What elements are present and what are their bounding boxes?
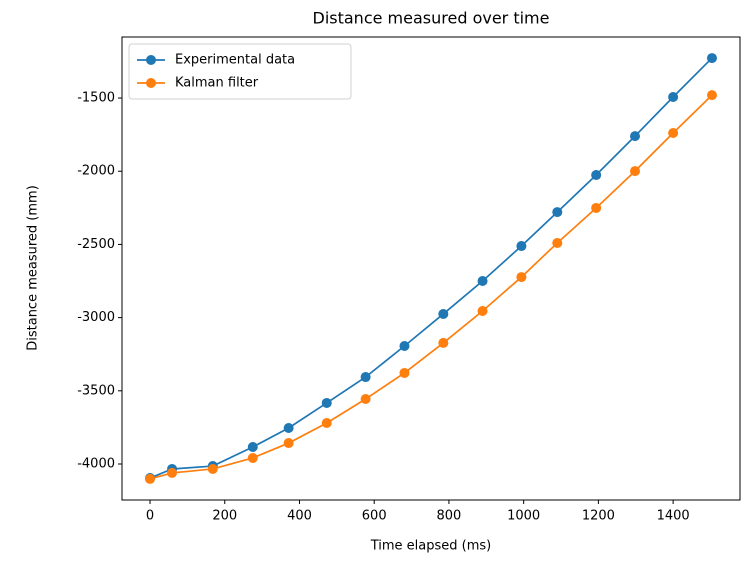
data-point <box>321 397 332 408</box>
data-point <box>321 418 332 429</box>
data-point <box>247 442 258 453</box>
y-axis-label: Distance measured (mm) <box>26 185 41 351</box>
chart-title: Distance measured over time <box>313 9 550 28</box>
data-point <box>668 92 679 103</box>
data-point <box>207 463 218 474</box>
series-line <box>149 94 713 480</box>
x-tick-label: 1200 <box>582 509 615 524</box>
x-tick-label: 200 <box>212 509 237 524</box>
data-point <box>706 90 717 101</box>
data-point <box>668 128 679 139</box>
plot-frame <box>121 36 741 501</box>
data-point <box>477 276 488 287</box>
data-point <box>167 467 178 478</box>
data-point <box>706 53 717 64</box>
x-tick-label: 1000 <box>507 509 540 524</box>
legend-marker <box>146 55 156 65</box>
series-line <box>149 57 713 479</box>
data-point <box>399 341 410 352</box>
data-point <box>360 372 371 383</box>
data-point <box>399 367 410 378</box>
data-point <box>438 308 449 319</box>
legend-label: Kalman filter <box>175 76 259 91</box>
data-point <box>477 306 488 317</box>
x-axis-label: Time elapsed (ms) <box>370 539 492 554</box>
y-tick-label: -2500 <box>77 237 115 252</box>
data-point <box>247 452 258 463</box>
x-tick-label: 400 <box>287 509 312 524</box>
data-point <box>630 166 641 177</box>
data-point <box>283 422 294 433</box>
legend-marker <box>146 78 156 88</box>
data-point <box>516 241 527 252</box>
y-tick-label: -3500 <box>77 383 115 398</box>
x-tick-label: 600 <box>362 509 387 524</box>
data-point <box>145 473 156 484</box>
data-point <box>360 393 371 404</box>
data-point <box>552 207 563 218</box>
data-point <box>630 131 641 142</box>
x-tick-label: 0 <box>146 509 154 524</box>
x-tick-label: 1400 <box>657 509 690 524</box>
y-tick-label: -1500 <box>77 91 115 106</box>
y-tick-label: -3000 <box>77 310 115 325</box>
legend-box <box>128 43 352 100</box>
data-point <box>283 438 294 449</box>
y-tick-label: -2000 <box>77 164 115 179</box>
data-point <box>438 337 449 348</box>
data-point <box>591 202 602 213</box>
data-point <box>516 272 527 283</box>
x-tick-label: 800 <box>437 509 462 524</box>
data-point <box>552 237 563 248</box>
y-tick-label: -4000 <box>77 456 115 471</box>
legend-label: Experimental data <box>175 53 295 68</box>
data-point <box>591 170 602 181</box>
